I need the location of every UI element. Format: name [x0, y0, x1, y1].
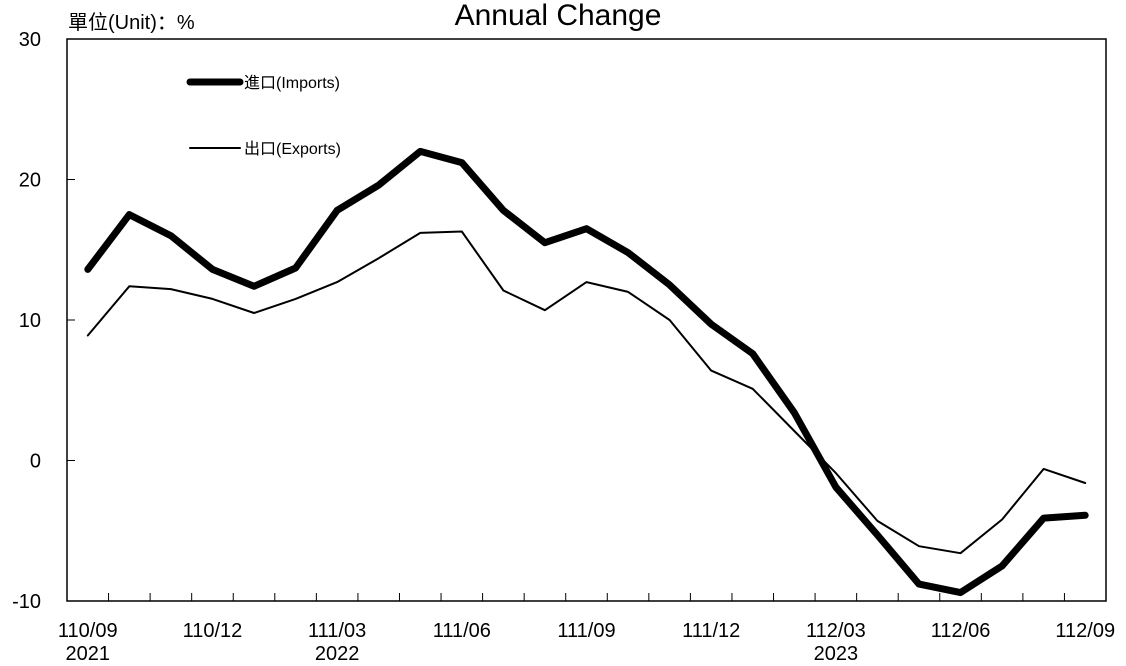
y-tick-label: 20 — [19, 170, 41, 192]
x-tick-year-label: 2022 — [315, 643, 360, 665]
x-tick-label: 111/12 — [682, 620, 740, 642]
x-tick-label: 112/09 — [1055, 620, 1115, 642]
unit-label: 單位(Unit)：% — [68, 11, 195, 34]
plot-area — [66, 38, 1107, 602]
x-tick-label: 110/09 — [58, 620, 118, 642]
y-tick-label: -10 — [12, 591, 41, 613]
x-tick-year-label: 2023 — [814, 643, 859, 665]
y-tick-label: 30 — [19, 29, 41, 51]
x-tick-label: 111/09 — [557, 620, 615, 642]
x-tick-label: 111/03 — [308, 620, 366, 642]
chart-title: Annual Change — [455, 0, 662, 32]
imports-line — [84, 147, 1089, 597]
x-tick-label: 112/06 — [931, 620, 991, 642]
legend-label: 出口(Exports) — [244, 140, 341, 158]
x-tick-label: 110/12 — [183, 620, 243, 642]
series-layer — [84, 147, 1089, 597]
y-tick-label: 10 — [19, 310, 41, 332]
x-tick-label: 111/06 — [433, 620, 491, 642]
legend: 進口(Imports) 出口(Exports) — [186, 74, 341, 158]
y-tick-label: 0 — [30, 451, 41, 473]
exports-line — [86, 230, 1087, 555]
legend-label: 進口(Imports) — [244, 74, 340, 92]
x-tick-year-label: 2021 — [66, 643, 111, 665]
x-tick-label: 112/03 — [806, 620, 866, 642]
